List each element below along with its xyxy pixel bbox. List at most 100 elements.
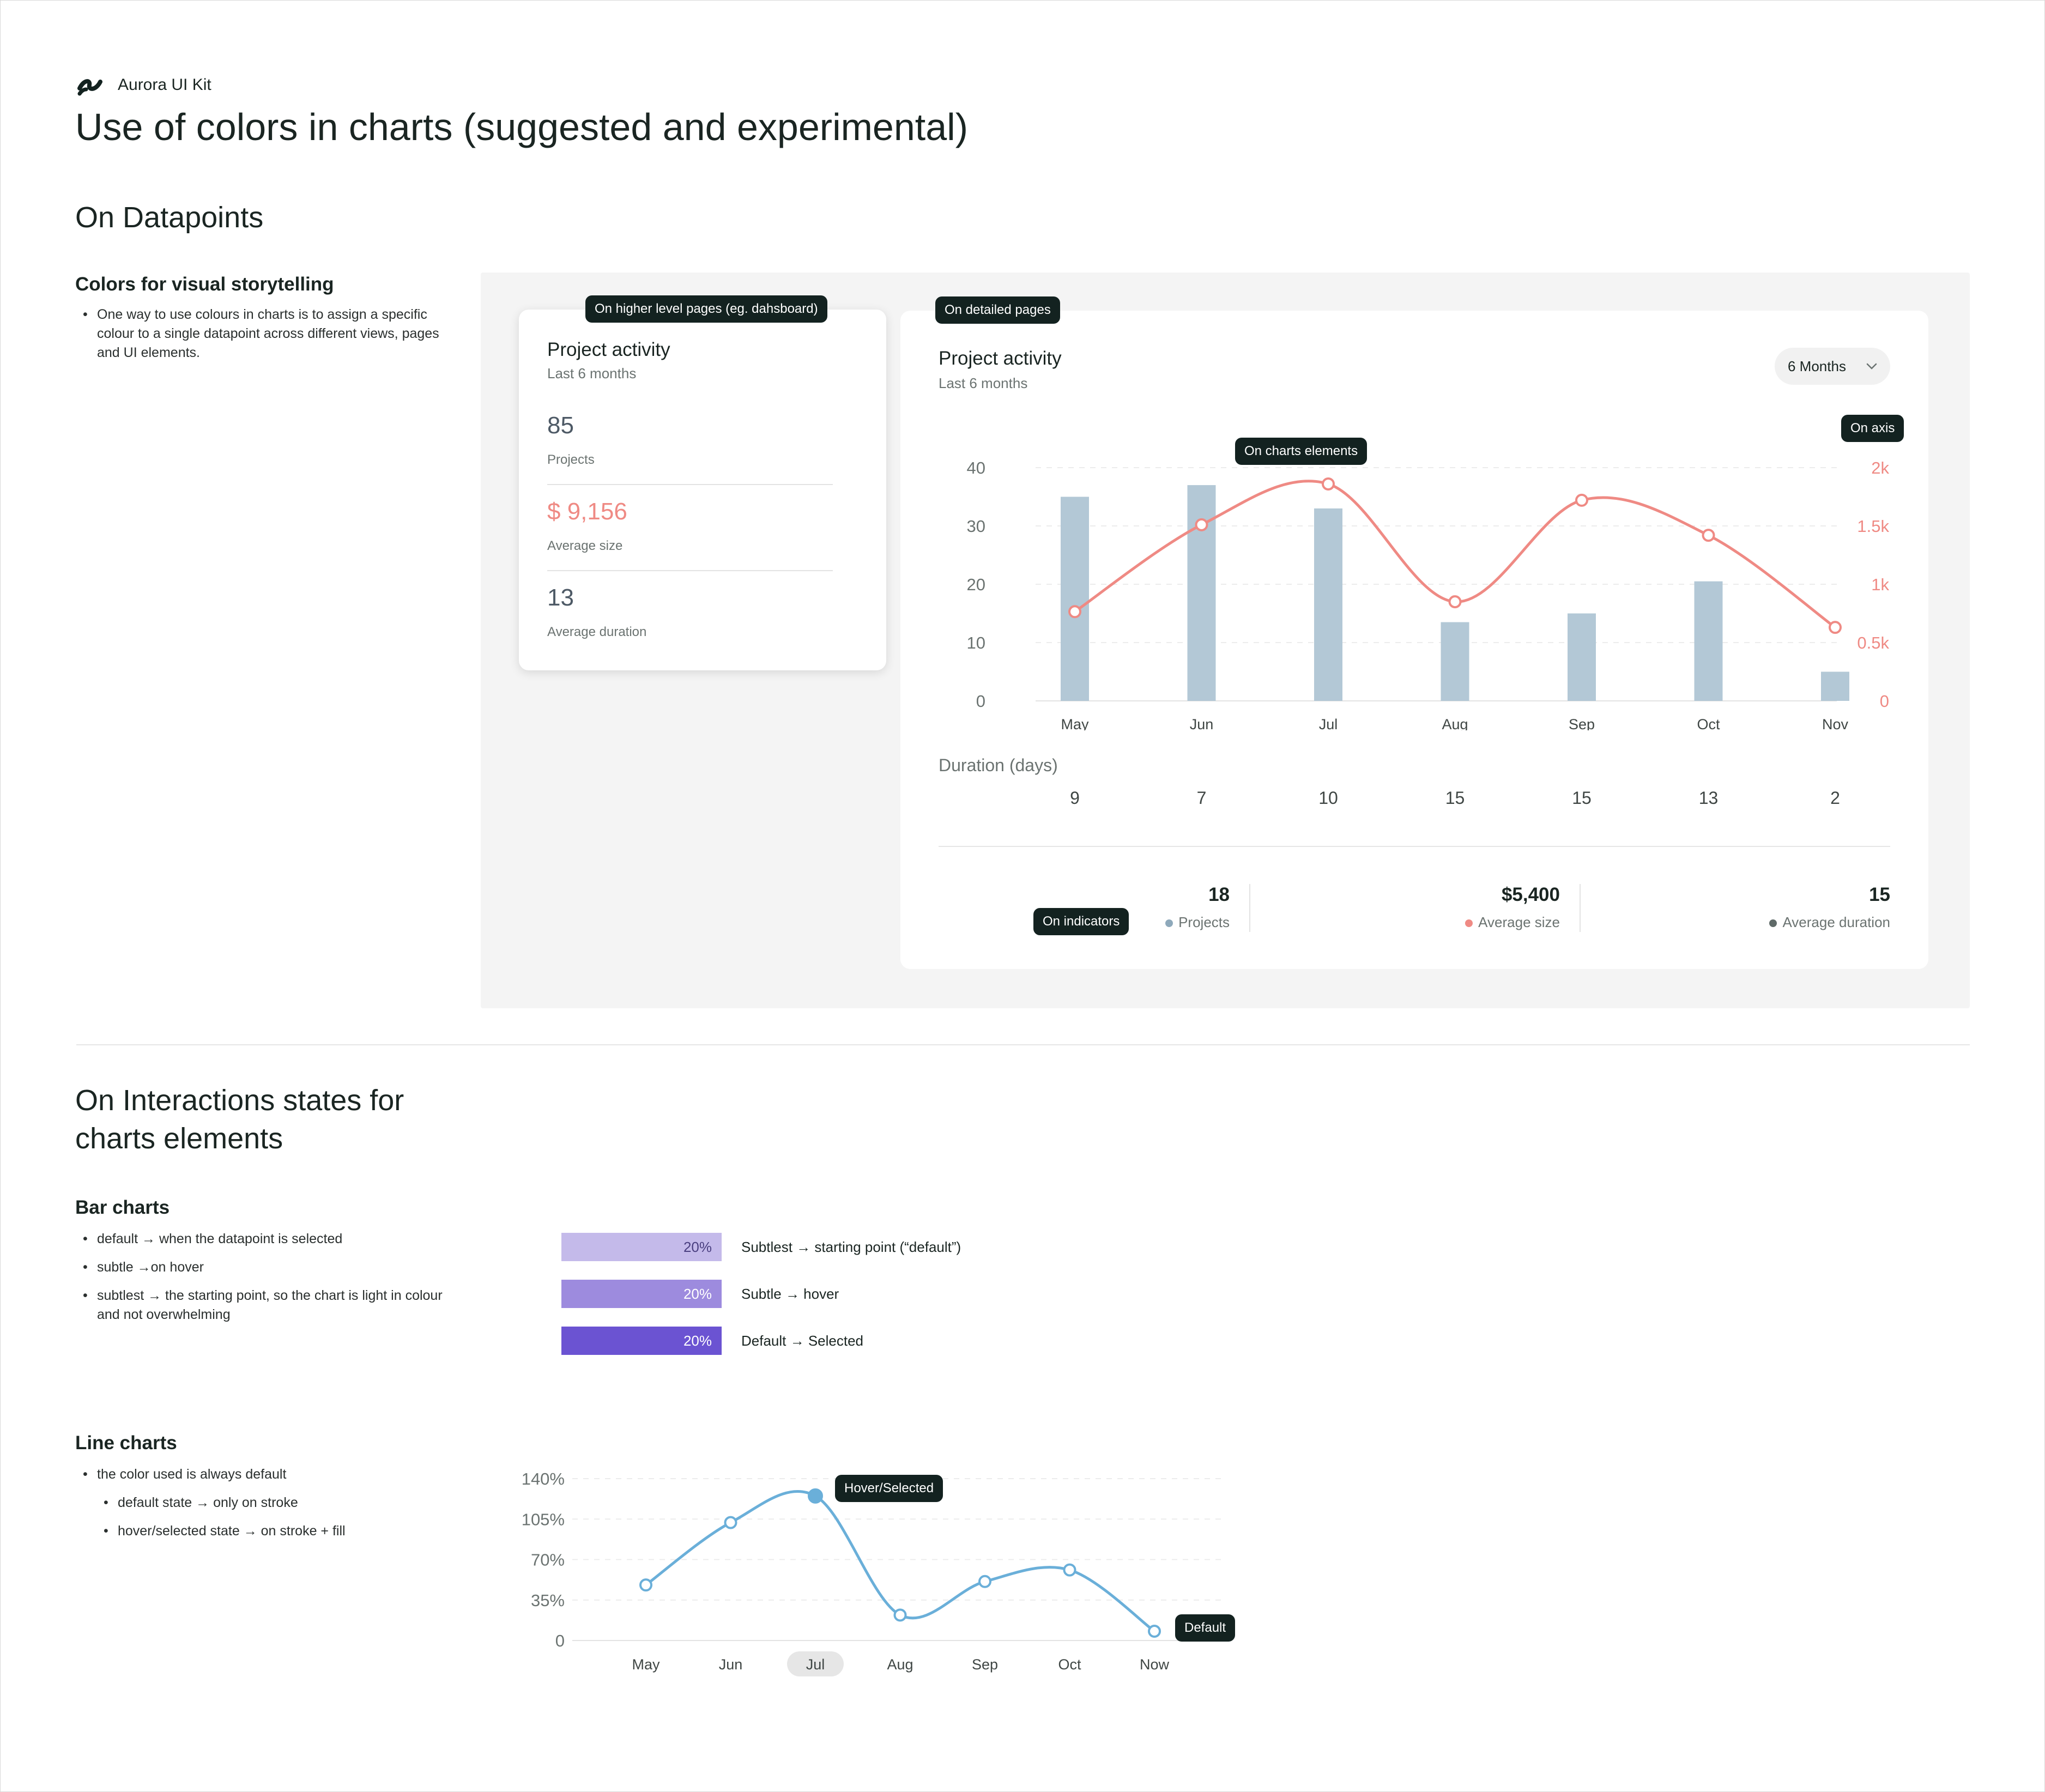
y-axis-tick-label: 0 — [976, 692, 985, 711]
x-axis-tick-label: Jun — [719, 1656, 743, 1673]
tag-default: Default — [1175, 1614, 1236, 1642]
duration-value: 7 — [1196, 788, 1207, 808]
x-axis-tick-label: May — [632, 1656, 660, 1673]
bar-bullet: default → when the datapoint is selected — [76, 1230, 452, 1249]
indicator-average-size: $5,400 Average size — [1417, 883, 1560, 932]
stat-divider — [547, 570, 833, 571]
brand-logo — [76, 72, 105, 96]
line-point-oct — [1702, 529, 1715, 542]
stat-divider — [547, 484, 833, 485]
x-axis-tick-label: Sep — [1569, 716, 1595, 730]
indicator-average-size-legend: Average size — [1465, 913, 1560, 931]
summary-card-subtitle: Last 6 months — [547, 365, 637, 382]
summary-card: Project activity Last 6 months 85 Projec… — [519, 310, 886, 670]
indicator-divider — [1249, 884, 1250, 932]
indicator-duration-value: 15 — [1869, 884, 1890, 905]
x-axis-tick-label: Aug — [887, 1656, 913, 1673]
y-axis-tick-label: 105% — [522, 1510, 565, 1529]
bar-oct — [1694, 581, 1723, 701]
tag-higher-level: On higher level pages (eg. dahsboard) — [585, 295, 827, 323]
line-point-jun — [724, 1516, 737, 1529]
indicator-divider — [1580, 884, 1581, 932]
line-bullet: the color used is always default — [76, 1465, 452, 1484]
x-axis-tick-label: Oct — [1697, 716, 1720, 730]
stat-duration-value: 13 — [547, 584, 574, 611]
line-point-sep — [1575, 493, 1588, 507]
state-bar-value: 20% — [683, 1286, 712, 1302]
storytelling-bullet: One way to use colours in charts is to a… — [76, 305, 452, 362]
y-axis-tick-label: 40 — [967, 458, 985, 477]
duration-dot-icon — [1769, 919, 1777, 927]
line-point-aug — [1448, 595, 1462, 609]
indicator-duration-legend: Average duration — [1769, 913, 1890, 931]
bar-may — [1061, 497, 1089, 701]
x-axis-tick-label: Nov — [1822, 716, 1849, 730]
chevron-down-icon — [1866, 363, 1877, 370]
state-bar-caption: Subtlest → starting point (“default”) — [741, 1239, 961, 1255]
stat-average-size-label: Average size — [547, 538, 623, 553]
bar-charts-bullets: default → when the datapoint is selected… — [76, 1230, 452, 1324]
line-sub-bullet: hover/selected state → on stroke + fill — [97, 1522, 452, 1541]
x-axis-tick-label: Sep — [972, 1656, 998, 1673]
line-point-jul — [1322, 477, 1335, 491]
line-point-may — [1068, 605, 1081, 619]
sub-heading-storytelling: Colors for visual storytelling — [75, 274, 334, 295]
combo-chart: 0 10 20 30 40 0 0.5k 1k 1.5k 2k May Jun Jul Aug Sep Oct… — [967, 458, 1890, 730]
state-bar-caption: Subtle → hover — [741, 1286, 839, 1302]
bar-charts-heading: Bar charts — [75, 1197, 170, 1218]
state-bar-subtlest: 20% — [561, 1233, 722, 1261]
bar-sep — [1568, 613, 1596, 701]
tag-chart-elements: On charts elements — [1235, 438, 1368, 465]
average-size-dot-icon — [1465, 919, 1473, 927]
aurora-logo-icon — [77, 79, 102, 96]
y-axis-tick-label: 35% — [531, 1591, 565, 1610]
line-point-aug — [893, 1608, 907, 1622]
brand-name: Aurora UI Kit — [118, 76, 211, 94]
bar-nov — [1821, 671, 1849, 701]
bar-aug — [1441, 622, 1469, 701]
indicator-projects-value: 18 — [1208, 884, 1230, 905]
duration-value: 2 — [1830, 788, 1840, 808]
section-heading-datapoints: On Datapoints — [75, 201, 264, 234]
detail-card-title: Project activity — [939, 348, 1062, 369]
detail-divider — [939, 846, 1890, 847]
indicator-average-size-label: Average size — [1478, 914, 1560, 930]
state-bar-caption: Default → Selected — [741, 1333, 864, 1349]
period-dropdown[interactable]: 6 Months — [1775, 348, 1890, 385]
tag-hover-selected: Hover/Selected — [835, 1475, 943, 1502]
x-axis-tick-label: May — [1061, 716, 1089, 730]
period-dropdown-label: 6 Months — [1788, 358, 1846, 374]
duration-value: 15 — [1445, 788, 1465, 808]
y2-axis-tick-label: 1k — [1871, 575, 1889, 594]
y-axis-tick-label: 140% — [522, 1469, 565, 1488]
indicator-projects: 18 Projects — [1145, 883, 1230, 932]
stat-duration-label: Average duration — [547, 625, 647, 639]
stat-projects-label: Projects — [547, 452, 595, 467]
y2-axis-tick-label: 2k — [1871, 458, 1889, 477]
line-point-nov — [1829, 621, 1842, 634]
selected-x-label-pill — [787, 1651, 844, 1676]
bar-bullet: subtle →on hover — [76, 1258, 452, 1277]
storytelling-bullets: One way to use colours in charts is to a… — [76, 305, 452, 362]
state-bar-value: 20% — [683, 1333, 712, 1349]
indicator-projects-label: Projects — [1178, 914, 1230, 930]
duration-value: 9 — [1070, 788, 1080, 808]
indicator-duration-label: Average duration — [1782, 914, 1890, 930]
tag-indicators: On indicators — [1033, 908, 1129, 935]
line-charts-bullets: the color used is always default default… — [76, 1465, 452, 1541]
tag-axis: On axis — [1841, 415, 1904, 442]
bar-bullet: subtlest → the starting point, so the ch… — [76, 1286, 452, 1324]
section-heading-interactions: On Interactions states for charts elemen… — [75, 1084, 404, 1155]
stat-projects-value: 85 — [547, 412, 574, 439]
y-axis-tick-label: 30 — [967, 517, 985, 536]
y2-axis-tick-label: 1.5k — [1857, 517, 1889, 536]
line-point-may — [639, 1578, 652, 1592]
y2-axis-tick-label: 0 — [1880, 692, 1889, 711]
y-axis-tick-label: 10 — [967, 633, 985, 652]
x-axis-tick-label: Jul — [806, 1656, 825, 1673]
line-charts-heading: Line charts — [75, 1432, 177, 1454]
x-axis-tick-label: Jun — [1190, 716, 1214, 730]
duration-label: Duration (days) — [939, 755, 1058, 775]
line-point-jul — [808, 1488, 823, 1504]
section-divider — [76, 1044, 1970, 1045]
